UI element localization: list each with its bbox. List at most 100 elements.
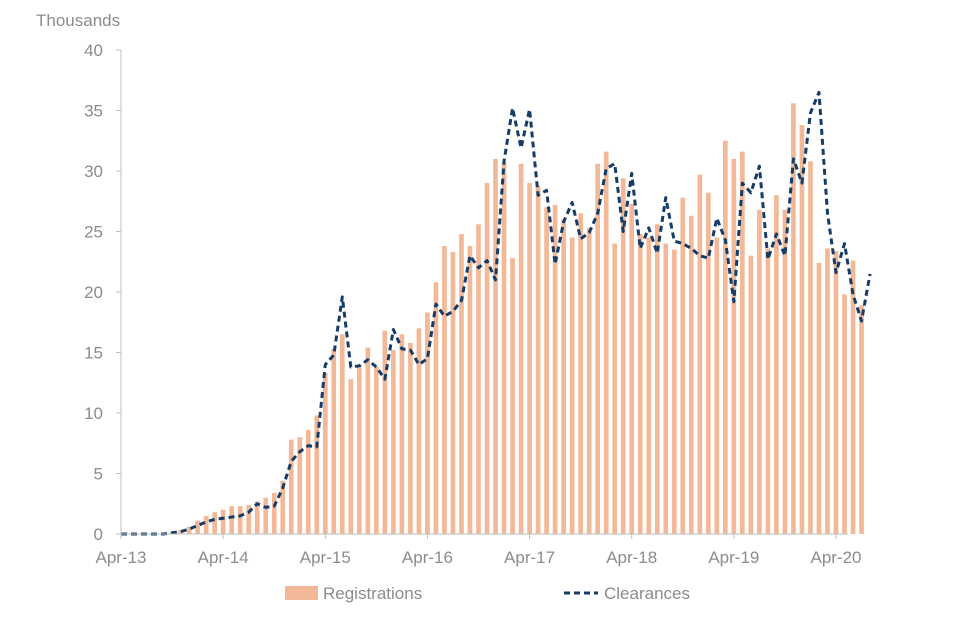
registrations-bar	[178, 530, 183, 534]
registrations-bar	[305, 429, 311, 534]
registrations-bar	[765, 248, 771, 534]
registrations-bar	[654, 224, 660, 535]
registrations-bar	[263, 497, 269, 534]
registrations-bar	[646, 237, 652, 535]
registrations-bar	[714, 237, 720, 535]
y-tick-label: 15	[84, 344, 103, 363]
registrations-bar	[254, 501, 260, 534]
registrations-bar	[842, 294, 847, 534]
registrations-bar	[220, 509, 226, 534]
legend-registrations-swatch	[285, 586, 318, 600]
registrations-bar	[586, 227, 592, 534]
registrations-bar	[391, 350, 396, 534]
registrations-bar	[297, 437, 303, 534]
y-tick-label: 30	[84, 162, 103, 181]
registrations-bar	[382, 330, 388, 534]
y-tick-label: 35	[84, 102, 103, 121]
registrations-bar	[688, 215, 694, 534]
registrations-bar	[620, 178, 626, 534]
x-tick-label: Apr-16	[402, 548, 453, 567]
y-tick-label: 20	[84, 283, 103, 302]
registrations-bar	[399, 334, 405, 534]
x-tick-label: Apr-17	[504, 548, 555, 567]
registrations-bar	[288, 439, 294, 534]
registrations-bar	[825, 248, 830, 534]
registrations-bar	[450, 252, 456, 534]
x-tick-label: Apr-14	[198, 548, 249, 567]
registrations-bar	[518, 163, 524, 535]
registrations-bar	[271, 492, 277, 534]
x-tick-label: Apr-13	[95, 548, 146, 567]
y-tick-label: 10	[84, 404, 103, 423]
registrations-bar	[348, 379, 354, 534]
registrations-bar	[493, 158, 498, 534]
clearances-line	[121, 90, 872, 536]
registrations-bar	[731, 158, 737, 534]
x-tick-label: Apr-19	[708, 548, 759, 567]
y-axis-unit-label: Thousands	[36, 11, 120, 30]
registrations-bar	[195, 520, 200, 534]
registrations-bar	[595, 163, 601, 535]
registrations-bar	[425, 312, 430, 534]
registrations-bar	[186, 526, 192, 534]
legend-registrations-label: Registrations	[323, 584, 422, 603]
registrations-bar	[442, 246, 447, 534]
registrations-bar	[816, 262, 822, 534]
registrations-bar	[663, 243, 669, 534]
registrations-bar	[612, 243, 618, 534]
legend-clearances-label: Clearances	[604, 584, 690, 603]
registrations-bar	[799, 125, 805, 535]
registrations-bar	[484, 183, 490, 534]
registrations-bar	[246, 504, 252, 534]
registrations-bar	[561, 219, 566, 534]
y-tick-label: 25	[84, 223, 103, 242]
x-tick-label: Apr-15	[300, 548, 351, 567]
registrations-bar	[705, 192, 711, 534]
registrations-bar	[356, 364, 362, 534]
registrations-bar	[808, 161, 813, 534]
registrations-bar	[680, 197, 686, 534]
registrations-bar	[416, 328, 422, 534]
registrations-bar	[467, 246, 473, 534]
y-axis-ticks: 0 5 10 15 20 25 30 35 40	[84, 41, 121, 544]
registrations-bar	[552, 204, 558, 534]
registrations-bar	[229, 506, 234, 534]
x-tick-label: Apr-20	[810, 548, 861, 567]
registrations-bar	[339, 334, 345, 534]
registrations-bar	[203, 515, 209, 534]
registrations-bar	[833, 250, 839, 535]
legend: Registrations Clearances	[285, 584, 690, 603]
y-tick-label: 40	[84, 41, 103, 60]
registrations-bar	[212, 512, 217, 534]
registrations-bar	[535, 185, 541, 534]
registrations-bar	[237, 506, 243, 534]
registrations-bar	[501, 162, 507, 534]
registrations-bar	[527, 183, 532, 534]
registrations-bar	[757, 209, 762, 534]
x-tick-label: Apr-18	[606, 548, 657, 567]
x-axis-ticks: Apr-13 Apr-14 Apr-15 Apr-16 Apr-17 Apr-18 Apr-…	[95, 534, 862, 567]
registrations-bar	[365, 347, 371, 534]
registrations-bar	[433, 282, 439, 534]
registrations-bar	[314, 415, 320, 534]
registrations-bar	[280, 480, 286, 534]
registrations-bar	[850, 260, 856, 534]
registrations-bar	[408, 342, 413, 534]
registrations-bar	[578, 213, 583, 534]
registrations-bar	[374, 367, 379, 534]
registrations-bar	[544, 207, 549, 535]
registrations-bar	[791, 103, 796, 535]
registrations-bar	[331, 348, 337, 534]
registrations-bar	[774, 195, 779, 534]
registrations-bar	[748, 255, 754, 534]
y-tick-label: 0	[94, 525, 103, 544]
registrations-bar	[476, 224, 481, 535]
registrations-bar	[637, 233, 643, 535]
registrations-bar	[859, 305, 864, 534]
registrations-bar	[459, 233, 464, 535]
registrations-bar	[629, 203, 635, 535]
y-tick-label: 5	[94, 465, 103, 484]
registrations-bar	[569, 237, 575, 535]
registrations-bar	[740, 151, 745, 534]
